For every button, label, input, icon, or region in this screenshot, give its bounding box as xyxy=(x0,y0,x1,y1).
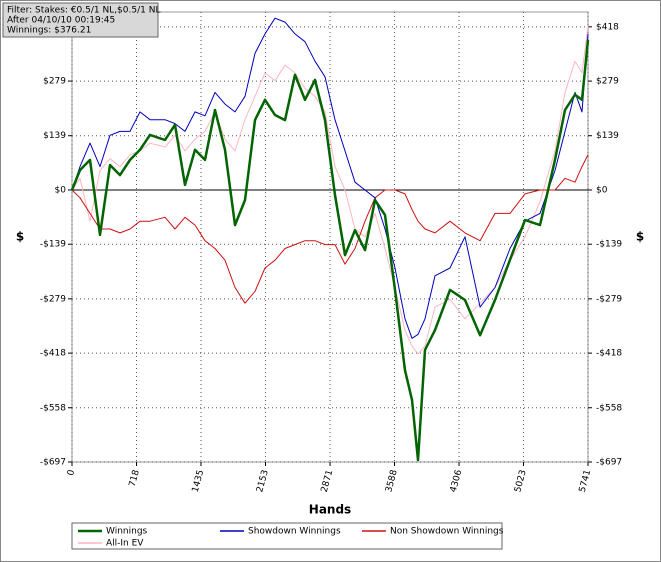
y-tick-label: -$418 xyxy=(40,349,66,359)
series-line xyxy=(71,17,589,339)
y2-tick-label: $418 xyxy=(596,22,619,32)
y-axis-title: $ xyxy=(16,230,24,244)
legend xyxy=(71,522,503,550)
y2-tick-label: $0 xyxy=(596,185,608,195)
info-line: Filter: Stakes: €0.5/1 NL,$0.5/1 NL xyxy=(7,6,160,16)
y-tick-label: -$279 xyxy=(40,294,66,304)
info-line: Winnings: $376.21 xyxy=(7,26,91,36)
y-tick-label: -$697 xyxy=(40,458,66,468)
y-tick-label: -$139 xyxy=(40,240,66,250)
y-tick-label: -$558 xyxy=(40,403,66,413)
legend-label: Non Showdown Winnings xyxy=(390,527,504,537)
y2-tick-label: -$558 xyxy=(596,403,622,413)
y2-tick-label: -$418 xyxy=(596,349,622,359)
x-tick-label: 718 xyxy=(128,469,142,488)
x-axis-title: Hands xyxy=(309,503,351,517)
y2-tick-label: $139 xyxy=(596,131,619,141)
y-tick-label: $279 xyxy=(43,77,66,87)
y2-tick-label: $279 xyxy=(596,77,619,87)
info-line: After 04/10/10 00:19:45 xyxy=(7,16,115,26)
legend-label: Showdown Winnings xyxy=(248,527,341,537)
y2-tick-label: -$697 xyxy=(596,458,622,468)
y-tick-label: $0 xyxy=(55,185,67,195)
y2-tick-label: -$279 xyxy=(596,294,622,304)
info-box xyxy=(2,2,159,38)
legend-label: Winnings xyxy=(106,527,148,537)
series-line xyxy=(70,39,590,462)
legend-label: All-In EV xyxy=(106,539,144,549)
y2-tick-label: -$139 xyxy=(596,240,622,250)
x-tick-label: 0 xyxy=(66,469,77,477)
y-tick-label: $139 xyxy=(43,131,66,141)
y2-axis-title: $ xyxy=(636,230,644,244)
series-line xyxy=(71,154,589,304)
